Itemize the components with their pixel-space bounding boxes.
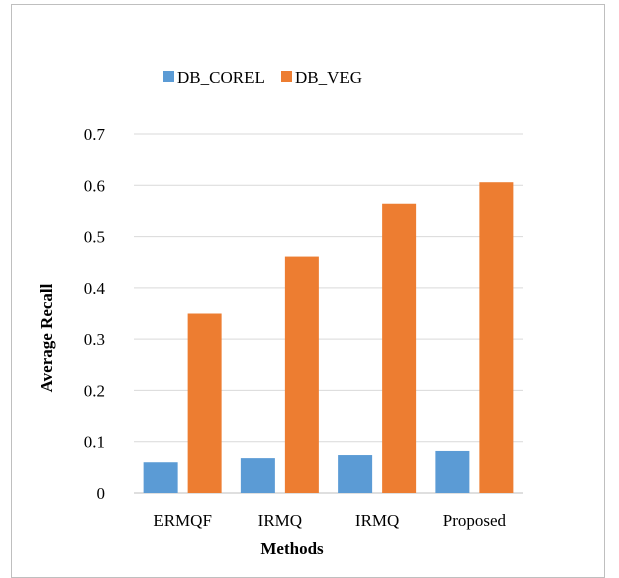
x-tick-label: ERMQF: [153, 511, 212, 530]
x-tick-label: IRMQ: [258, 511, 302, 530]
legend-label-db-corel: DB_COREL: [177, 68, 265, 87]
y-tick-label: 0.7: [84, 125, 106, 144]
bar-db-corel-1: [143, 462, 178, 493]
legend-label-db-veg: DB_VEG: [295, 68, 362, 87]
bar-db-corel-2: [240, 458, 275, 493]
x-axis-ticks: ERMQF IRMQ IRMQ Proposed: [153, 511, 506, 530]
bar-db-veg-3: [382, 203, 417, 493]
bar-db-veg-4: [479, 182, 514, 494]
legend-swatch-db-corel: [163, 71, 174, 82]
bar-db-veg-1: [187, 313, 222, 493]
y-tick-label: 0.2: [84, 381, 105, 400]
x-axis-title: Methods: [260, 539, 324, 558]
x-tick-label: Proposed: [443, 511, 507, 530]
bar-db-corel-3: [338, 455, 373, 493]
y-tick-label: 0.4: [84, 279, 106, 298]
y-tick-label: 0.5: [84, 228, 105, 247]
bar-db-corel-4: [435, 450, 470, 493]
y-tick-label: 0: [97, 484, 106, 503]
legend-swatch-db-veg: [281, 71, 292, 82]
y-axis-title: Average Recall: [37, 283, 56, 392]
legend: DB_COREL DB_VEG: [163, 68, 362, 87]
x-tick-label: IRMQ: [355, 511, 399, 530]
bar-db-veg-2: [284, 256, 319, 493]
y-tick-label: 0.6: [84, 176, 105, 195]
y-axis-ticks: 0 0.1 0.2 0.3 0.4 0.5 0.6 0.7: [84, 125, 106, 503]
y-tick-label: 0.1: [84, 433, 105, 452]
y-tick-label: 0.3: [84, 330, 105, 349]
bars: [143, 182, 514, 494]
